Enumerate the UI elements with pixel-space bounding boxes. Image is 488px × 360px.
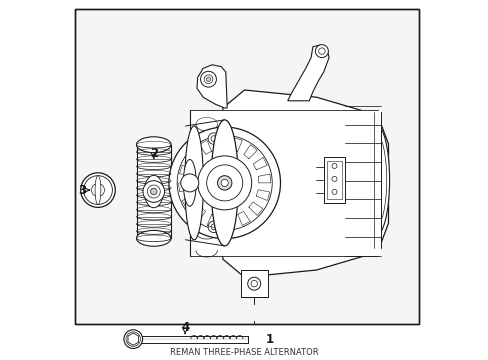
Polygon shape <box>197 65 227 108</box>
Circle shape <box>81 173 115 207</box>
Ellipse shape <box>144 175 163 208</box>
Polygon shape <box>287 45 328 101</box>
Ellipse shape <box>184 126 203 240</box>
Ellipse shape <box>95 176 101 204</box>
Circle shape <box>123 330 142 348</box>
Text: 2: 2 <box>149 147 158 159</box>
Bar <box>241 270 267 297</box>
Circle shape <box>83 176 112 204</box>
Circle shape <box>177 135 272 230</box>
Circle shape <box>206 165 242 201</box>
Ellipse shape <box>362 124 389 236</box>
Circle shape <box>150 188 157 195</box>
Ellipse shape <box>136 230 171 246</box>
Text: 3: 3 <box>78 184 86 197</box>
Circle shape <box>217 176 231 190</box>
Bar <box>136 145 171 238</box>
Circle shape <box>147 185 160 198</box>
Circle shape <box>331 163 336 168</box>
Polygon shape <box>128 333 138 345</box>
Circle shape <box>331 189 336 194</box>
Ellipse shape <box>183 159 196 206</box>
Circle shape <box>208 221 219 233</box>
Circle shape <box>200 71 216 87</box>
Circle shape <box>208 133 219 144</box>
Circle shape <box>168 127 280 239</box>
Ellipse shape <box>365 134 386 226</box>
Text: REMAN THREE-PHASE ALTERNATOR: REMAN THREE-PHASE ALTERNATOR <box>170 348 318 356</box>
Bar <box>190 110 381 256</box>
Circle shape <box>91 184 104 197</box>
Circle shape <box>211 136 216 141</box>
Circle shape <box>197 156 251 210</box>
Circle shape <box>221 179 228 186</box>
Ellipse shape <box>211 120 238 246</box>
Polygon shape <box>223 90 387 277</box>
Bar <box>323 157 345 203</box>
Text: 4: 4 <box>181 321 189 334</box>
Circle shape <box>181 174 199 192</box>
Circle shape <box>318 48 325 54</box>
Circle shape <box>315 45 328 58</box>
Bar <box>326 161 342 199</box>
Bar <box>75 9 418 324</box>
Text: 1: 1 <box>265 333 273 346</box>
Circle shape <box>206 77 210 81</box>
Ellipse shape <box>136 137 171 153</box>
Circle shape <box>331 176 336 181</box>
Circle shape <box>142 181 164 202</box>
Circle shape <box>204 75 212 84</box>
Circle shape <box>250 280 257 287</box>
Circle shape <box>211 224 216 230</box>
Bar <box>75 9 418 324</box>
Circle shape <box>247 277 260 290</box>
Circle shape <box>126 332 140 346</box>
